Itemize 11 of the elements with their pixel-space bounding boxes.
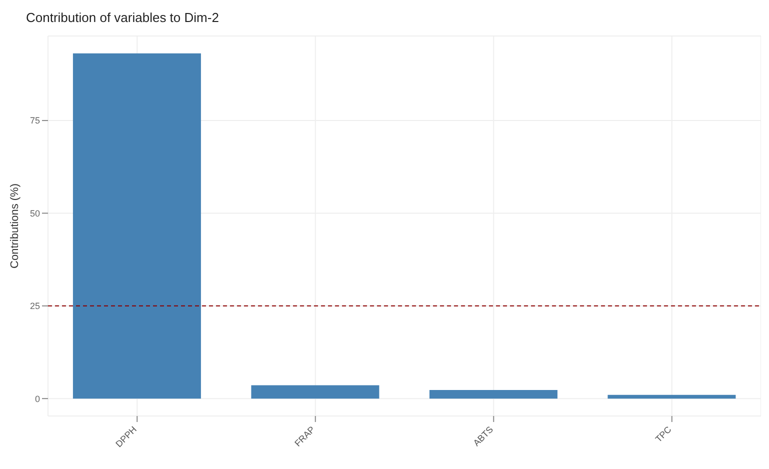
- y-axis-title: Contributions (%): [8, 184, 21, 268]
- y-tick-label: 25: [30, 301, 40, 312]
- y-tick-label: 0: [34, 394, 40, 404]
- x-tick-label: TPC: [653, 424, 674, 444]
- chart-title: Contribution of variables to Dim-2: [26, 10, 219, 25]
- bar: [608, 394, 736, 399]
- bar: [72, 53, 201, 399]
- bar: [429, 390, 558, 399]
- y-tick-label: 75: [30, 116, 40, 126]
- bar: [251, 385, 380, 399]
- y-tick-label: 50: [30, 208, 40, 218]
